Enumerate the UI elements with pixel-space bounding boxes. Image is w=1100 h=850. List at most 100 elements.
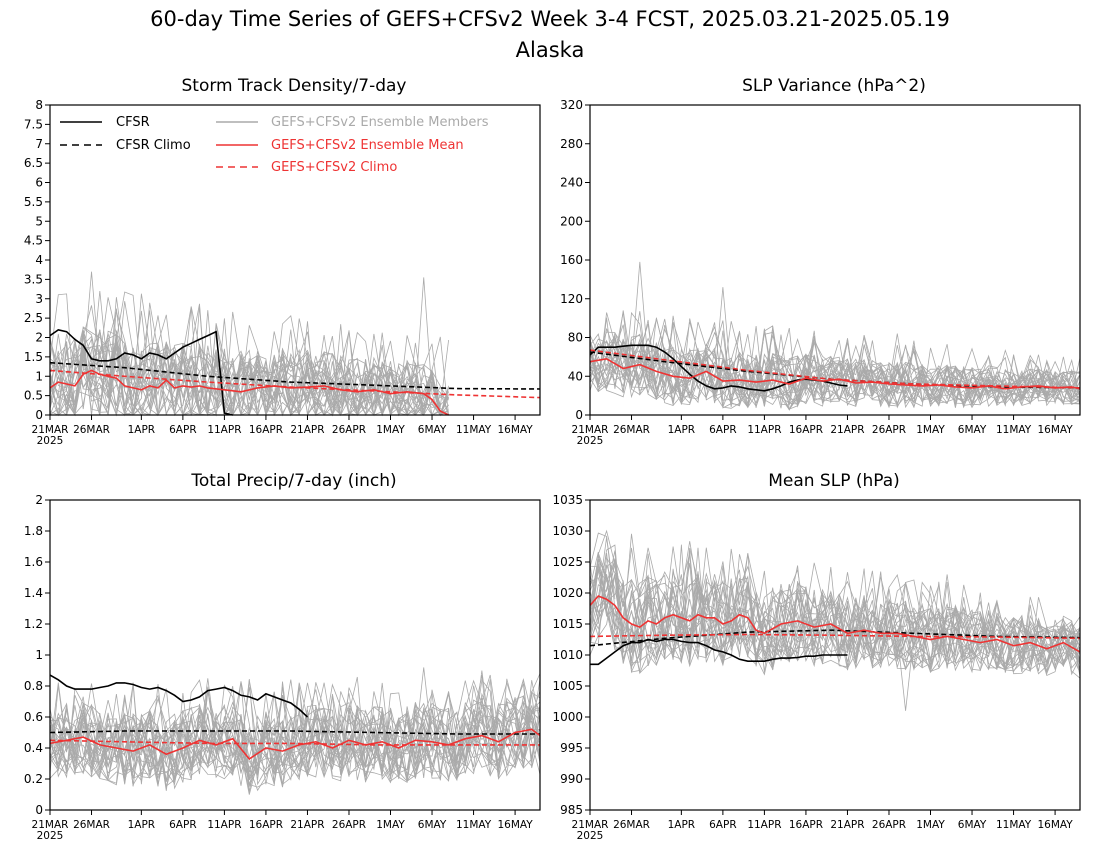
ensemble-members xyxy=(589,261,1081,411)
x-tick-label: 6MAY xyxy=(418,819,447,831)
ensemble-member-line xyxy=(49,303,449,416)
x-tick-label: 21APR xyxy=(290,819,324,831)
panel-mean-slp: Mean SLP (hPa) 985 990 995 1000 1005 1010 1015… xyxy=(552,471,1081,842)
x-tick-label: 6APR xyxy=(709,424,737,436)
series-cfsr-climo xyxy=(49,730,540,735)
y-tick-label: 0.8 xyxy=(24,679,43,693)
y-tick-label: 4 xyxy=(35,253,43,267)
y-tick-label: 1.6 xyxy=(24,555,43,569)
x-tick-label: 6MAY xyxy=(418,424,447,436)
ensemble-member-line xyxy=(589,318,1081,411)
y-tick-label: 6 xyxy=(35,176,43,190)
ensemble-member-line xyxy=(589,328,1081,409)
ensemble-member-line xyxy=(589,553,1081,672)
x-tick-label: 21MAR xyxy=(32,424,69,436)
y-tick-label: 2 xyxy=(35,493,43,507)
ensemble-member-line xyxy=(589,328,1081,406)
x-tick-label: 16MAY xyxy=(1037,424,1073,436)
series-cfsr xyxy=(590,638,848,666)
y-tick-label: 1000 xyxy=(552,710,583,724)
y-tick-label: 3 xyxy=(35,292,43,306)
ensemble-member-line xyxy=(589,334,1081,407)
y-tick-label: 1015 xyxy=(552,617,583,631)
ensemble-member-line xyxy=(589,311,1081,408)
ensemble-member-line xyxy=(49,682,541,781)
ensemble-members xyxy=(49,271,449,417)
y-tick-label: 2 xyxy=(35,331,43,345)
x-tick-label: 21MAR xyxy=(32,819,69,831)
x-tick-label: 16APR xyxy=(249,819,283,831)
x-tick-label: 1MAY xyxy=(916,819,945,831)
y-tick-label: 995 xyxy=(560,741,583,755)
y-tick-label: 280 xyxy=(560,137,583,151)
y-tick-label: 1.5 xyxy=(24,350,43,364)
x-year-label: 2025 xyxy=(577,830,604,842)
y-tick-label: 1.2 xyxy=(24,617,43,631)
ensemble-member-line xyxy=(589,529,1081,673)
x-tick-label: 1MAY xyxy=(376,819,405,831)
ensemble-member-line xyxy=(589,317,1081,409)
y-tick-label: 3.5 xyxy=(24,272,43,286)
x-tick-label: 21APR xyxy=(830,424,864,436)
panel-slp-variance: SLP Variance (hPa^2) 0 40 80 120 160 200 240 28… xyxy=(560,76,1081,447)
x-tick-label: 26APR xyxy=(872,819,906,831)
y-tick-label: 0.5 xyxy=(24,389,43,403)
y-tick-label: 320 xyxy=(560,98,583,112)
ensemble-member-spike xyxy=(714,287,732,382)
ensemble-member-line xyxy=(589,321,1081,410)
panel-storm-track-density: Storm Track Density/7-day 0 0.5 1 1.5 2 2.5 3 3… xyxy=(24,76,541,447)
ensemble-member-spike xyxy=(415,277,433,394)
x-tick-label: 6MAY xyxy=(958,424,987,436)
x-tick-label: 26APR xyxy=(872,424,906,436)
ensemble-member-line xyxy=(49,679,541,795)
y-tick-label: 2.5 xyxy=(24,311,43,325)
ensemble-member-line xyxy=(49,321,449,416)
y-tick-label: 4.5 xyxy=(24,234,43,248)
series-gefs-cfsv2-climo xyxy=(589,349,1081,389)
ensemble-member-spike xyxy=(415,667,433,742)
x-tick-label: 11APR xyxy=(207,819,241,831)
x-tick-label: 21MAR xyxy=(572,819,609,831)
ensemble-member-line xyxy=(49,293,449,416)
x-tick-label: 21APR xyxy=(290,424,324,436)
ensemble-member-spike xyxy=(938,574,956,637)
panel-total-precip: Total Precip/7-day (inch) 0 0.2 0.4 0.6 0.8 1… xyxy=(24,471,541,842)
x-tick-label: 16APR xyxy=(249,424,283,436)
y-tick-label: 1020 xyxy=(552,586,583,600)
x-tick-label: 16MAY xyxy=(497,424,533,436)
series-gefs-cfsv2-ensemble-mean xyxy=(49,728,541,760)
ensemble-member-line xyxy=(589,330,1081,407)
x-tick-label: 6APR xyxy=(169,819,197,831)
y-tick-label: 1 xyxy=(35,648,43,662)
ensemble-member-line xyxy=(589,547,1081,670)
panel-title: Storm Track Density/7-day xyxy=(182,76,407,96)
x-tick-label: 11APR xyxy=(747,424,781,436)
ensemble-member-line xyxy=(589,546,1081,670)
y-tick-label: 200 xyxy=(560,214,583,228)
y-tick-label: 120 xyxy=(560,292,583,306)
y-tick-label: 1010 xyxy=(552,648,583,662)
y-tick-label: 0.2 xyxy=(24,772,43,786)
y-tick-label: 6.5 xyxy=(24,156,43,170)
y-tick-label: 0 xyxy=(35,408,43,422)
series-gefs-cfsv2-climo xyxy=(49,369,541,399)
x-tick-label: 16APR xyxy=(789,819,823,831)
x-tick-label: 1APR xyxy=(128,424,156,436)
ensemble-member-spike xyxy=(631,261,649,365)
x-tick-label: 16APR xyxy=(789,424,823,436)
figure-title: 60-day Time Series of GEFS+CFSv2 Week 3-… xyxy=(150,7,950,31)
series-gefs-cfsv2-ensemble-mean xyxy=(589,595,1081,653)
x-tick-label: 21MAR xyxy=(572,424,609,436)
x-tick-label: 11MAY xyxy=(996,424,1032,436)
legend-label-cfsr: CFSR xyxy=(116,115,150,130)
x-tick-label: 1MAY xyxy=(916,424,945,436)
legend-label-mean: GEFS+CFSv2 Ensemble Mean xyxy=(271,138,464,153)
x-tick-label: 11MAY xyxy=(456,819,492,831)
ensemble-member-line xyxy=(49,681,541,786)
x-tick-label: 21APR xyxy=(830,819,864,831)
x-tick-label: 11APR xyxy=(747,819,781,831)
x-tick-label: 26MAR xyxy=(613,819,650,831)
y-tick-label: 240 xyxy=(560,176,583,190)
x-tick-label: 16MAY xyxy=(497,819,533,831)
ensemble-member-line xyxy=(589,345,1081,409)
